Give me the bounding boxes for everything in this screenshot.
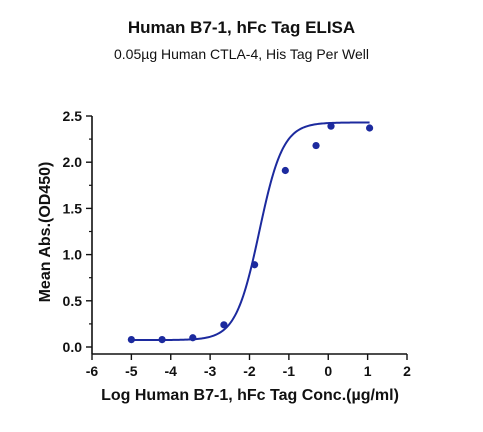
x-tick-label: -1 [283, 363, 296, 379]
fit-curve [131, 121, 370, 342]
data-point [327, 122, 335, 130]
x-tick-label: 1 [364, 363, 372, 379]
x-tick-label: -5 [125, 363, 138, 379]
y-tick-label: 0.0 [63, 339, 83, 355]
data-point [158, 336, 166, 344]
data-point [189, 334, 197, 342]
data-point [312, 141, 320, 150]
x-tick-label: -3 [204, 363, 217, 379]
x-tick-label: -4 [165, 363, 178, 379]
fit-curve-layer [131, 121, 370, 342]
data-points-layer [127, 122, 374, 344]
y-tick-label: 1.5 [63, 200, 83, 216]
axes: 0.0 0.5 1.0 1.5 2.0 2.5 -6 -5 -4 -3 -2 -1 0 1 2 [63, 108, 412, 379]
y-tick-label: 0.5 [63, 293, 83, 309]
y-tick-label: 2.5 [63, 108, 83, 124]
x-axis-label: Log Human B7-1, hFc Tag Conc.(µg/ml) [101, 387, 399, 404]
data-point [281, 166, 289, 175]
x-tick-label: -2 [243, 363, 256, 379]
x-tick-label: -6 [86, 363, 99, 379]
data-point [365, 124, 374, 132]
y-tick-label: 1.0 [63, 247, 83, 263]
chart-title: Human B7-1, hFc Tag ELISA [127, 18, 356, 37]
x-tick-label: 2 [403, 363, 411, 379]
y-tick-label: 2.0 [63, 154, 83, 170]
y-axis-label: Mean Abs.(OD450) [37, 162, 54, 303]
data-point [127, 336, 135, 344]
x-tick-label: 0 [324, 363, 332, 379]
data-point [251, 261, 259, 269]
chart-subtitle: 0.05µg Human CTLA-4, His Tag Per Well [114, 46, 369, 62]
data-point [220, 321, 228, 329]
